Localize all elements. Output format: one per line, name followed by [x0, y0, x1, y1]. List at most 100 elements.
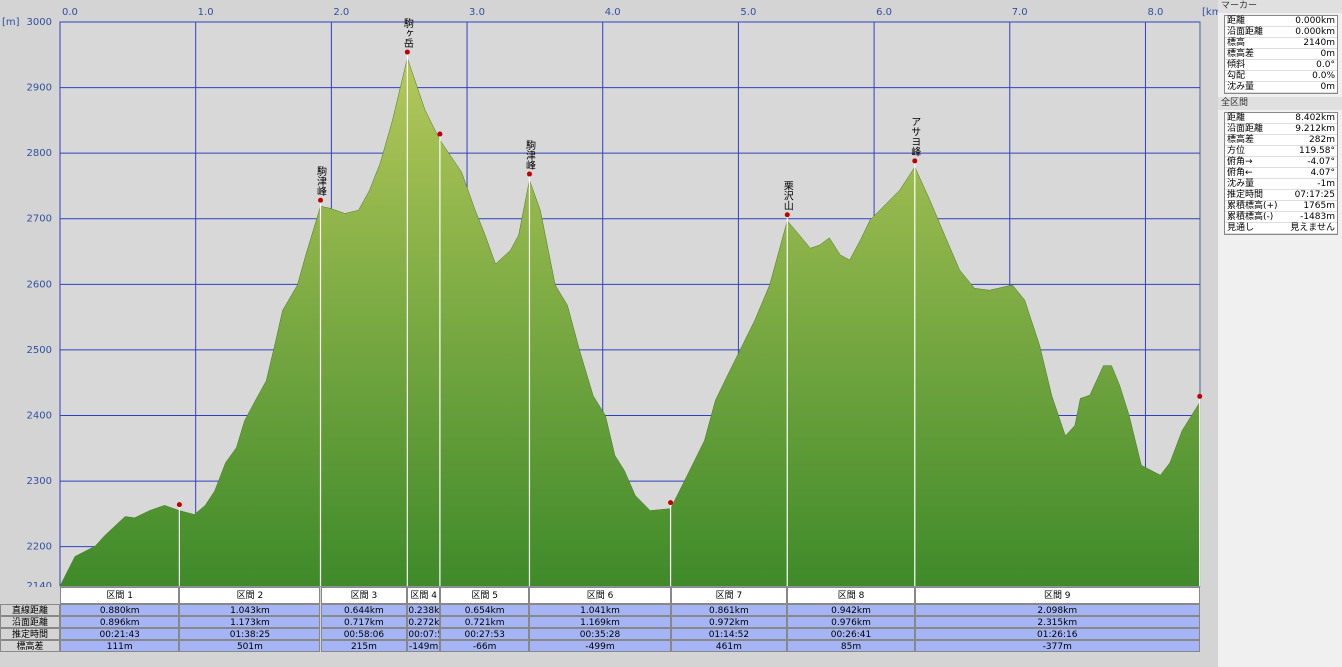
section-cell: 01:38:25 [179, 628, 321, 640]
panel-key: 推定時間 [1227, 190, 1264, 200]
panel-key: 見通し [1227, 223, 1255, 233]
panel-value: -4.07° [1307, 157, 1335, 167]
panel-key: 沈み量 [1227, 82, 1255, 92]
panel-title: 全区間 [1218, 97, 1342, 110]
section-cell: 0.717km [320, 616, 408, 628]
panel-value: 119.58° [1299, 146, 1335, 156]
panel-value: 8.402km [1295, 113, 1335, 123]
profile-chart: [m] [km] 2140 2200 2300 2400 2500 2600 2700 280… [2, 7, 1218, 587]
x-tick-label: 1.0 [198, 7, 214, 18]
section-header: 区間 7 [670, 587, 788, 604]
panel-row: 推定時間 07:17:25 [1225, 190, 1337, 201]
y-tick-label: 2900 [27, 83, 52, 94]
panel-value: 1765m [1303, 201, 1335, 211]
y-tick-label: 2140 [27, 581, 52, 587]
section-cell: 01:26:16 [914, 628, 1200, 640]
section-cell: 00:35:28 [529, 628, 671, 640]
panel-row: 累積標高(-) -1483m [1225, 212, 1337, 223]
waypoint-label: アサヨ峰 [909, 117, 921, 157]
row-label: 直線距離 [0, 604, 60, 616]
panel-key: 累積標高(+) [1227, 201, 1278, 211]
section-cell: -499m [529, 640, 671, 652]
panel-row: 累積標高(+) 1765m [1225, 201, 1337, 212]
panel-key: 沿面距離 [1227, 124, 1264, 134]
panel-key: 距離 [1227, 16, 1246, 26]
section-cell: 501m [179, 640, 321, 652]
panel-row: 距離 8.402km [1225, 113, 1337, 124]
section-cell: 0.644km [320, 604, 408, 616]
side-panel: マーカー 距離 0.000km 沿面距離 0.000km 標高 2140m 標高差 0m 傾斜 0.… [1218, 0, 1342, 667]
section-cell: 215m [320, 640, 408, 652]
section-cell: 0.880km [60, 604, 180, 616]
section-header: 区間 3 [320, 587, 408, 604]
x-tick-label: 0.0 [62, 7, 78, 18]
waypoint-label: 駒津峰 [523, 140, 535, 170]
panel-key: 傾斜 [1227, 60, 1246, 70]
section-table: 直線距離 沿面距離 推定時間 標高差 区間 1 0.880km 0.896km 00:21:4… [0, 587, 1218, 657]
panel-key: 距離 [1227, 113, 1246, 123]
panel-row: 距離 0.000km [1225, 16, 1337, 27]
panel-row: 勾配 0.0% [1225, 71, 1337, 82]
section-cell: 1.169km [529, 616, 671, 628]
panel-row: 沿面距離 0.000km [1225, 27, 1337, 38]
section-cell: 01:14:52 [670, 628, 788, 640]
panel-key: 標高差 [1227, 49, 1255, 59]
section-header: 区間 8 [787, 587, 915, 604]
section-cell: 0.238km [407, 604, 440, 616]
y-tick-label: 2800 [27, 148, 52, 159]
x-tick-label: 5.0 [740, 7, 756, 18]
panel-row: 俯角→ -4.07° [1225, 157, 1337, 168]
waypoint-label: 駒津峰 [315, 166, 327, 196]
section-cell: 00:21:43 [60, 628, 180, 640]
section-cell: 461m [670, 640, 788, 652]
x-tick-label: 7.0 [1012, 7, 1028, 18]
section-header: 区間 4 [407, 587, 440, 604]
panel-value: 0.0% [1312, 71, 1335, 81]
section-header: 区間 5 [439, 587, 530, 604]
x-tick-label: 4.0 [605, 7, 621, 18]
y-tick-label: 2200 [27, 542, 52, 553]
panel-key: 標高 [1227, 38, 1246, 48]
panel-key: 沿面距離 [1227, 27, 1264, 37]
waypoint-pin [318, 197, 324, 203]
panel-row: 俯角← 4.07° [1225, 168, 1337, 179]
waypoint-pin [404, 49, 410, 55]
waypoint-pin [176, 502, 182, 508]
section-cell: 2.098km [914, 604, 1200, 616]
section-cell: 0.721km [439, 616, 530, 628]
panel-key: 沈み量 [1227, 179, 1255, 189]
panel-key: 勾配 [1227, 71, 1246, 81]
waypoint-label: 栗沢山 [781, 181, 793, 211]
section-cell: 1.173km [179, 616, 321, 628]
section-header: 区間 6 [529, 587, 671, 604]
panel-row: 標高 2140m [1225, 38, 1337, 49]
waypoint-pin [668, 500, 674, 506]
section-cell: 00:27:53 [439, 628, 530, 640]
x-tick-label: 8.0 [1147, 7, 1163, 18]
panel-row: 傾斜 0.0° [1225, 60, 1337, 71]
section-cell: 1.043km [179, 604, 321, 616]
row-label: 沿面距離 [0, 616, 60, 628]
panel-key: 俯角← [1227, 168, 1253, 178]
x-unit: [km] [1202, 7, 1218, 18]
section-cell: 00:58:06 [320, 628, 408, 640]
section-cell: 0.272km [407, 616, 440, 628]
panel-table: 距離 0.000km 沿面距離 0.000km 標高 2140m 標高差 0m 傾斜 0.0° 勾配… [1224, 15, 1338, 94]
panel-value: 07:17:25 [1294, 190, 1335, 200]
panel-row: 標高差 282m [1225, 135, 1337, 146]
row-label: 標高差 [0, 640, 60, 652]
panel-value: 0m [1320, 82, 1336, 92]
section-cell: 85m [787, 640, 915, 652]
section-header: 区間 9 [914, 587, 1200, 604]
y-tick-label: 3000 [27, 17, 52, 28]
panel-key: 累積標高(-) [1227, 212, 1274, 222]
section-header: 区間 1 [60, 587, 180, 604]
waypoint-pin [526, 171, 532, 177]
panel-row: 標高差 0m [1225, 49, 1337, 60]
panel-value: 0.0° [1316, 60, 1335, 70]
x-tick-label: 6.0 [876, 7, 892, 18]
panel-value: 9.212km [1295, 124, 1335, 134]
panel-value: 0.000km [1295, 27, 1335, 37]
section-cell: 0.942km [787, 604, 915, 616]
